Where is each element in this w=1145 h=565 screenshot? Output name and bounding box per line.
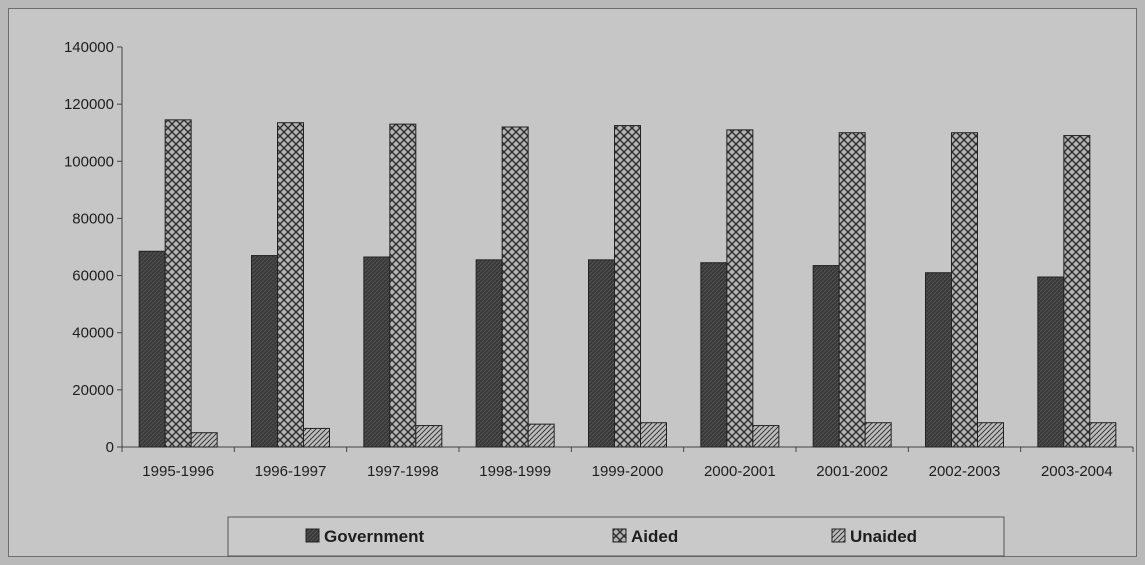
y-tick-label: 60000 [72,268,114,285]
bar-unaided-1999-2000 [640,422,667,448]
bar-aided-1996-1997 [277,122,304,448]
bar-government-1999-2000 [588,259,615,448]
bar-aided-1998-1999 [501,126,529,448]
legend-label-unaided: Unaided [850,527,917,546]
bar-government-2003-2004 [1037,276,1065,448]
bar-unaided-1997-1998 [415,425,443,448]
x-tick-label: 2001-2002 [816,463,888,480]
bar-unaided-2000-2001 [752,425,780,448]
x-tick-label: 2003-2004 [1041,463,1113,480]
legend-swatch-unaided [831,528,846,543]
bar-government-1995-1996 [138,250,166,448]
y-ticks: 0 20000 40000 60000 80000 100000 120000 140000 [64,39,122,456]
bar-government-2000-2001 [700,262,728,448]
x-tick-label: 2002-2003 [929,463,1001,480]
x-tick-label: 2000-2001 [704,463,776,480]
bar-aided-1995-1996 [164,119,192,448]
x-tick-label: 1996-1997 [255,463,327,480]
x-tick-label: 1997-1998 [367,463,439,480]
y-tick-label: 80000 [72,210,114,227]
bar-aided-2003-2004 [1063,135,1091,448]
bar-government-2001-2002 [812,265,840,448]
legend-label-government: Government [324,527,424,546]
bar-government-1997-1998 [363,256,391,448]
x-tick-label: 1999-2000 [592,463,664,480]
bars [138,119,1117,448]
bar-aided-2002-2003 [951,132,978,448]
bar-aided-1999-2000 [614,125,641,448]
y-tick-label: 120000 [64,96,114,113]
bar-unaided-2001-2002 [864,422,892,448]
y-tick-label: 140000 [64,39,114,56]
bar-aided-1997-1998 [389,123,417,448]
x-tick-label: 1998-1999 [479,463,551,480]
y-tick-label: 0 [106,439,114,456]
bar-unaided-1996-1997 [303,427,330,448]
y-tick-label: 100000 [64,153,114,170]
x-tick-label: 1995-1996 [142,463,214,480]
legend-label-aided: Aided [631,527,678,546]
bar-aided-2001-2002 [838,132,866,448]
legend: Government Aided Unaided [227,516,1005,557]
bar-aided-2000-2001 [726,129,754,448]
y-tick-label: 40000 [72,325,114,342]
legend-swatch-aided [612,528,627,543]
legend-swatch-government [305,528,320,543]
bar-government-1996-1997 [251,255,278,448]
x-ticks: 1995-1996 1996-1997 1997-1998 1998-1999 1999… [121,447,1134,480]
bar-unaided-2002-2003 [977,422,1004,448]
bar-unaided-2003-2004 [1089,422,1117,448]
bar-government-1998-1999 [475,259,503,448]
bar-unaided-1995-1996 [190,432,218,448]
y-tick-label: 20000 [72,382,114,399]
bar-government-2002-2003 [925,272,952,448]
bar-unaided-1998-1999 [527,423,555,448]
